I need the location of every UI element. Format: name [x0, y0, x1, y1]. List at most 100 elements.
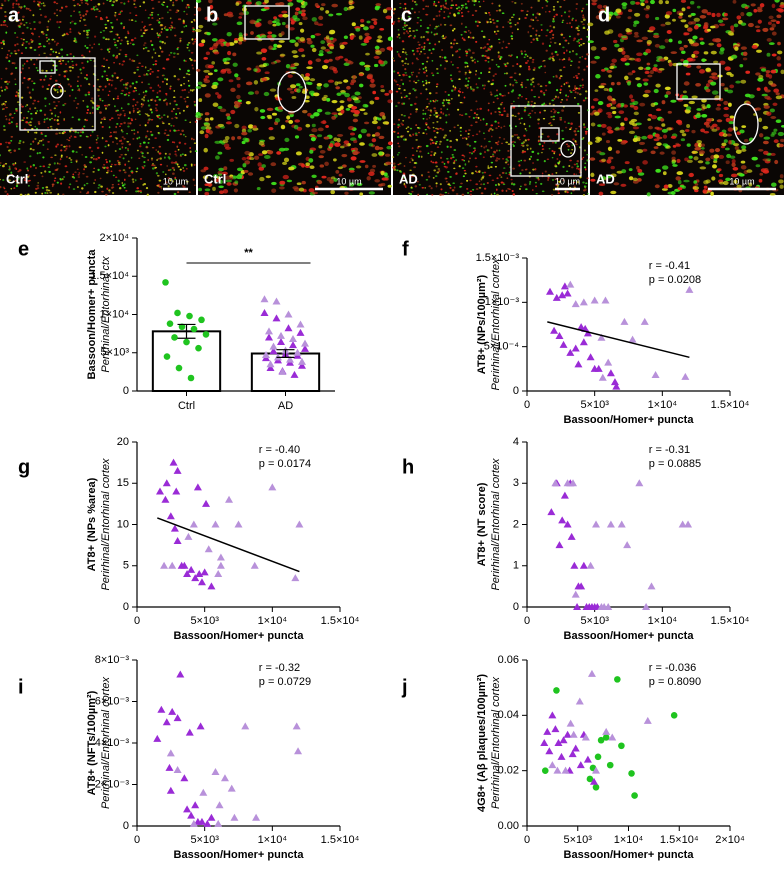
puncta	[336, 92, 342, 96]
puncta	[555, 76, 558, 78]
puncta	[478, 0, 481, 3]
puncta	[424, 122, 428, 125]
puncta	[193, 142, 197, 145]
puncta	[107, 103, 111, 106]
puncta	[556, 1, 559, 3]
puncta	[144, 94, 147, 97]
puncta	[581, 55, 584, 58]
puncta	[565, 98, 568, 101]
condition-label: Ctrl	[6, 171, 28, 186]
puncta	[15, 167, 18, 171]
puncta	[497, 65, 500, 68]
puncta	[607, 13, 612, 19]
puncta	[55, 51, 58, 54]
puncta	[143, 25, 146, 28]
puncta	[443, 162, 446, 165]
puncta	[476, 60, 479, 63]
scale-label: 10 µm	[163, 176, 188, 186]
puncta	[112, 0, 116, 3]
puncta	[411, 191, 414, 193]
puncta	[94, 190, 97, 194]
puncta	[654, 16, 660, 21]
puncta	[451, 0, 453, 2]
puncta	[728, 121, 734, 125]
puncta	[188, 49, 191, 52]
puncta	[732, 0, 737, 4]
puncta	[628, 176, 634, 181]
puncta	[179, 133, 183, 136]
puncta	[626, 29, 633, 33]
puncta	[403, 28, 406, 31]
puncta	[134, 179, 137, 182]
puncta	[516, 21, 519, 25]
puncta	[507, 156, 510, 158]
puncta	[366, 176, 371, 181]
puncta	[473, 140, 477, 143]
puncta	[430, 187, 433, 190]
puncta	[260, 115, 266, 120]
puncta	[14, 78, 17, 81]
puncta	[572, 179, 576, 182]
puncta	[597, 101, 604, 106]
puncta	[575, 76, 579, 80]
puncta	[714, 38, 722, 43]
y-tick-label: 1.5×10⁻³	[476, 252, 520, 264]
puncta	[99, 177, 102, 180]
puncta	[561, 99, 564, 101]
puncta	[21, 82, 24, 84]
puncta	[734, 46, 739, 51]
puncta	[641, 36, 649, 40]
puncta	[430, 160, 433, 163]
puncta	[393, 168, 397, 171]
puncta	[318, 155, 324, 159]
puncta	[572, 89, 575, 92]
puncta	[778, 179, 784, 184]
puncta	[96, 88, 100, 90]
puncta	[429, 24, 431, 27]
puncta	[449, 130, 451, 132]
puncta	[474, 121, 478, 124]
puncta	[607, 95, 613, 101]
puncta	[106, 187, 109, 190]
data-point	[577, 323, 586, 331]
puncta	[49, 53, 52, 56]
puncta	[256, 51, 263, 55]
puncta	[636, 136, 641, 139]
puncta	[532, 168, 535, 171]
puncta	[577, 87, 581, 90]
puncta	[780, 69, 784, 75]
y-axis-label: Perirhinal/Entorhinal cortex	[100, 676, 112, 809]
puncta	[428, 42, 431, 45]
puncta	[23, 179, 27, 181]
puncta	[164, 173, 167, 176]
puncta	[415, 124, 418, 127]
puncta	[135, 14, 138, 17]
puncta	[417, 79, 420, 82]
puncta	[488, 128, 492, 131]
puncta	[507, 143, 511, 145]
puncta	[672, 144, 677, 148]
puncta	[317, 127, 324, 132]
puncta	[37, 0, 39, 3]
puncta	[5, 31, 8, 34]
puncta	[120, 129, 123, 132]
puncta	[0, 6, 3, 10]
puncta	[480, 183, 483, 186]
puncta	[242, 137, 248, 142]
puncta	[373, 55, 380, 59]
puncta	[157, 36, 160, 39]
puncta	[680, 0, 687, 3]
puncta	[309, 78, 316, 82]
puncta	[719, 23, 726, 27]
puncta	[693, 50, 700, 55]
puncta	[3, 129, 6, 131]
puncta	[143, 165, 146, 167]
puncta	[622, 4, 627, 10]
puncta	[167, 185, 170, 188]
puncta	[425, 81, 428, 84]
puncta	[577, 168, 581, 170]
puncta	[571, 166, 574, 169]
puncta	[196, 68, 201, 72]
puncta	[489, 14, 491, 16]
puncta	[200, 84, 207, 88]
